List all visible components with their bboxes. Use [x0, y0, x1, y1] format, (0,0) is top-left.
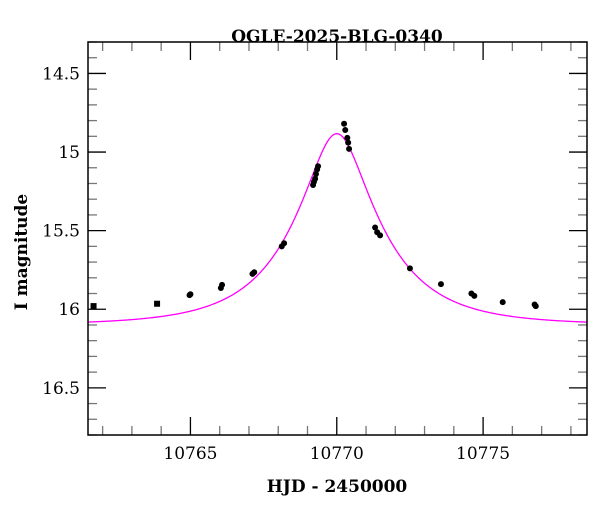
data-point: [406, 265, 413, 272]
data-point: [372, 224, 379, 231]
x-tick-label: 10775: [456, 444, 510, 464]
y-tick-label: 16: [58, 300, 80, 320]
data-point: [345, 139, 352, 146]
data-point: [312, 171, 319, 178]
data-point: [312, 175, 319, 182]
data-point: [377, 232, 384, 239]
x-tick-label: 10765: [163, 444, 217, 464]
y-axis-label: I magnitude: [12, 194, 32, 311]
data-point: [154, 300, 161, 307]
data-point: [187, 291, 194, 298]
data-point: [499, 299, 506, 306]
plot-frame: [87, 41, 588, 436]
data-point: [344, 134, 351, 141]
data-point: [281, 240, 288, 247]
y-tick-label: 15: [58, 143, 80, 163]
x-axis-label: HJD - 2450000: [267, 477, 408, 497]
data-point: [471, 292, 478, 299]
data-point: [90, 303, 97, 310]
y-tick-label: 16.5: [42, 379, 80, 399]
data-point: [251, 269, 258, 276]
data-point: [346, 145, 353, 152]
data-point: [219, 281, 226, 288]
data-point: [437, 281, 444, 288]
model-curve: [87, 133, 588, 323]
data-point: [315, 163, 322, 170]
data-point: [341, 120, 348, 127]
data-point: [342, 127, 349, 134]
y-tick-label: 14.5: [42, 64, 80, 84]
y-tick-label: 15.5: [42, 222, 80, 242]
data-point: [532, 303, 539, 310]
x-tick-label: 10770: [310, 444, 364, 464]
